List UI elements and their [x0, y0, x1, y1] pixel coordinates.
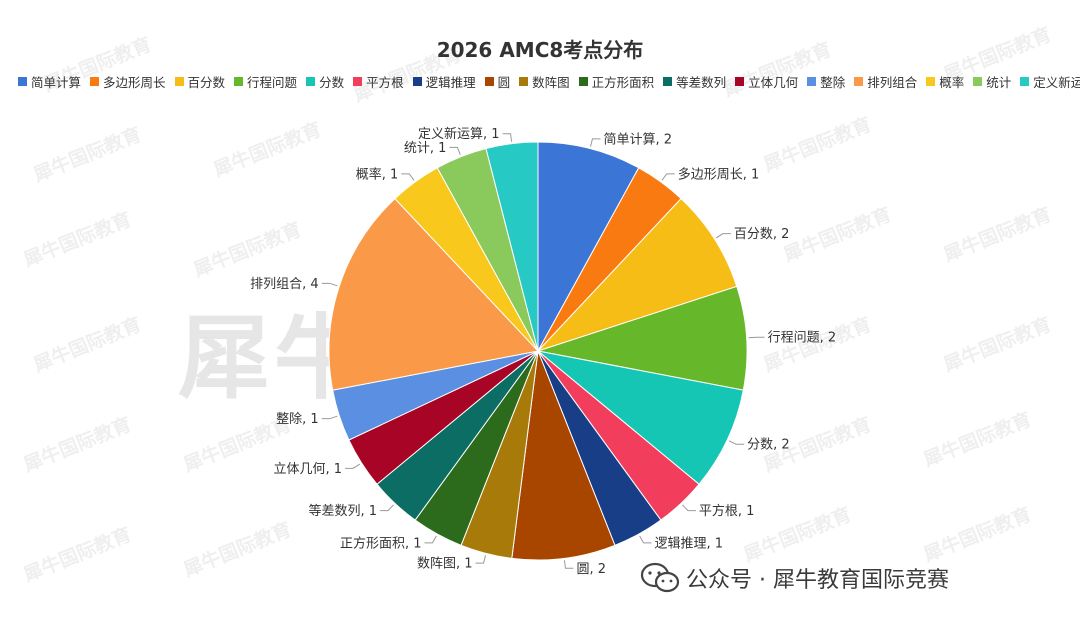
- slice-data-label: 等差数列, 1: [309, 503, 378, 519]
- legend-item[interactable]: 概率: [926, 72, 964, 91]
- label-leader-line: [424, 535, 437, 544]
- footer-brand: 公众号 · 犀牛教育国际竞赛: [640, 562, 949, 594]
- slice-data-label: 正方形面积, 1: [340, 535, 422, 551]
- legend-item[interactable]: 逻辑推理: [412, 72, 476, 91]
- label-leader-line: [475, 555, 487, 564]
- label-leader-line: [682, 504, 696, 512]
- legend-label: 正方形面积: [591, 75, 655, 90]
- legend-label: 百分数: [187, 75, 226, 90]
- legend-label: 逻辑推理: [425, 75, 476, 90]
- slice-data-label: 整除, 1: [276, 412, 319, 427]
- legend-label: 行程问题: [247, 75, 298, 90]
- legend-label: 统计: [986, 75, 1012, 90]
- legend-item[interactable]: 多边形周长: [90, 72, 166, 91]
- label-leader-line: [715, 233, 731, 239]
- slice-data-label: 简单计算, 2: [603, 131, 672, 147]
- legend-swatch: [174, 77, 184, 86]
- legend-swatch: [926, 77, 936, 86]
- pie-slice[interactable]: [485, 141, 539, 352]
- legend-item[interactable]: 分数: [306, 72, 344, 91]
- legend-item[interactable]: 定义新运算: [1020, 72, 1080, 91]
- wechat-icon: [640, 562, 680, 593]
- legend-item[interactable]: 整除: [807, 72, 845, 91]
- pie-slice[interactable]: [511, 350, 616, 561]
- legend-swatch: [735, 77, 745, 86]
- legend-label: 分数: [319, 75, 345, 90]
- pie-slice[interactable]: [537, 141, 640, 352]
- label-leader-line: [321, 282, 338, 287]
- slice-data-label: 行程问题, 2: [768, 331, 837, 346]
- pie-slice[interactable]: [537, 350, 744, 485]
- legend-item[interactable]: 等差数列: [663, 72, 726, 91]
- slice-data-label: 排列组合, 4: [250, 277, 319, 292]
- slice-data-label: 圆, 2: [576, 562, 606, 577]
- legend-swatch: [1020, 77, 1030, 86]
- label-leader-line: [401, 173, 415, 181]
- legend-item[interactable]: 圆: [484, 72, 511, 91]
- label-leader-line: [661, 173, 675, 181]
- slice-data-label: 数阵图, 1: [417, 557, 473, 572]
- legend-swatch: [663, 77, 673, 86]
- label-leader-line: [563, 560, 574, 569]
- label-leader-line: [502, 133, 513, 142]
- label-leader-line: [589, 138, 601, 147]
- legend-label: 简单计算: [31, 75, 82, 90]
- legend-swatch: [484, 77, 494, 86]
- slice-data-label: 多边形周长, 1: [678, 166, 760, 182]
- label-leader-line: [380, 504, 394, 512]
- legend-item[interactable]: 排列组合: [854, 72, 917, 91]
- legend-label: 圆: [497, 75, 511, 90]
- legend-swatch: [18, 77, 27, 86]
- legend-label: 整除: [820, 75, 846, 90]
- slice-data-label: 概率, 1: [356, 166, 399, 182]
- legend-swatch: [854, 77, 864, 86]
- legend-swatch: [807, 77, 817, 86]
- label-leader-line: [449, 146, 461, 156]
- legend-label: 等差数列: [676, 75, 727, 90]
- slice-data-label: 立体几何, 1: [274, 461, 343, 477]
- footer-text: 公众号 · 犀牛教育国际竞赛: [686, 568, 949, 593]
- pie-slice[interactable]: [537, 197, 738, 352]
- slice-data-label: 百分数, 2: [734, 227, 790, 242]
- legend-label: 多边形周长: [103, 75, 166, 90]
- slice-data-label: 平方根, 1: [699, 503, 755, 519]
- pie-slice[interactable]: [328, 197, 539, 391]
- legend-item[interactable]: 行程问题: [234, 72, 297, 91]
- legend-swatch: [578, 77, 588, 86]
- label-leader-line: [728, 440, 745, 445]
- chart-legend: 简单计算 多边形周长 百分数 行程问题 分数 平方根 逻辑推理 圆 数阵图 正方形面积 等差数列 立体…: [18, 72, 1080, 91]
- legend-swatch: [973, 77, 983, 86]
- legend-item[interactable]: 简单计算: [18, 72, 81, 91]
- legend-swatch: [353, 77, 363, 86]
- legend-label: 立体几何: [748, 75, 799, 90]
- legend-item[interactable]: 立体几何: [735, 72, 798, 91]
- legend-label: 定义新运算: [1033, 75, 1080, 90]
- legend-label: 平方根: [366, 75, 404, 90]
- legend-swatch: [90, 77, 100, 86]
- label-leader-line: [639, 535, 652, 544]
- label-leader-line: [748, 336, 765, 339]
- legend-item[interactable]: 百分数: [174, 72, 226, 91]
- slice-data-label: 统计, 1: [404, 141, 447, 156]
- legend-label: 概率: [939, 75, 965, 90]
- slice-data-label: 逻辑推理, 1: [655, 536, 724, 551]
- legend-item[interactable]: 数阵图: [519, 72, 570, 91]
- legend-item[interactable]: 统计: [973, 72, 1011, 91]
- legend-item[interactable]: 平方根: [353, 72, 404, 91]
- label-leader-line: [345, 463, 361, 469]
- label-leader-line: [321, 415, 338, 420]
- chart-title: 2026 AMC8考点分布: [436, 38, 644, 62]
- pie-slice[interactable]: [537, 285, 748, 391]
- legend-swatch: [306, 77, 316, 86]
- legend-label: 排列组合: [867, 75, 918, 90]
- legend-label: 数阵图: [532, 75, 570, 90]
- legend-swatch: [412, 77, 422, 86]
- legend-swatch: [234, 77, 244, 86]
- slice-data-label: 分数, 2: [747, 438, 790, 453]
- legend-swatch: [519, 77, 529, 86]
- legend-item[interactable]: 正方形面积: [578, 72, 655, 91]
- slice-data-label: 定义新运算, 1: [418, 126, 500, 142]
